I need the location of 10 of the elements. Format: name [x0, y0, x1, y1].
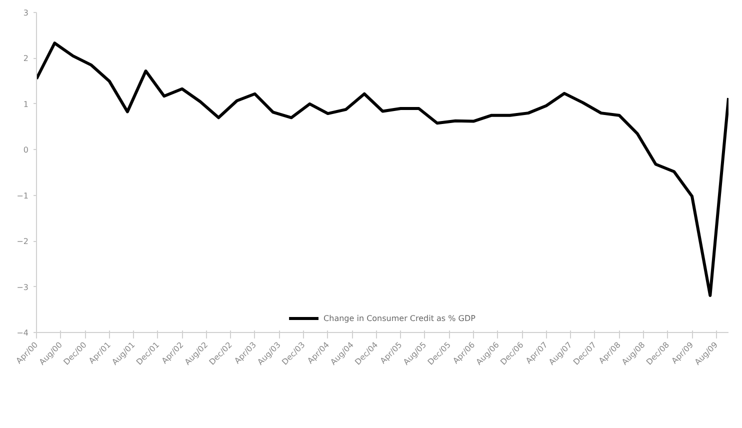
line-series [36, 42, 728, 297]
y-tick-label: 1 [23, 100, 29, 109]
y-tick-label: −3 [16, 282, 29, 292]
y-tick-label: −4 [16, 328, 29, 338]
y-tick-label: 2 [23, 54, 29, 64]
y-tick-label: 0 [23, 146, 29, 155]
y-tick-label: 3 [23, 8, 29, 18]
y-tick-label: −1 [16, 191, 29, 200]
legend-label: Change in Consumer Credit as % GDP [324, 314, 476, 322]
y-tick-label: −2 [16, 237, 29, 246]
